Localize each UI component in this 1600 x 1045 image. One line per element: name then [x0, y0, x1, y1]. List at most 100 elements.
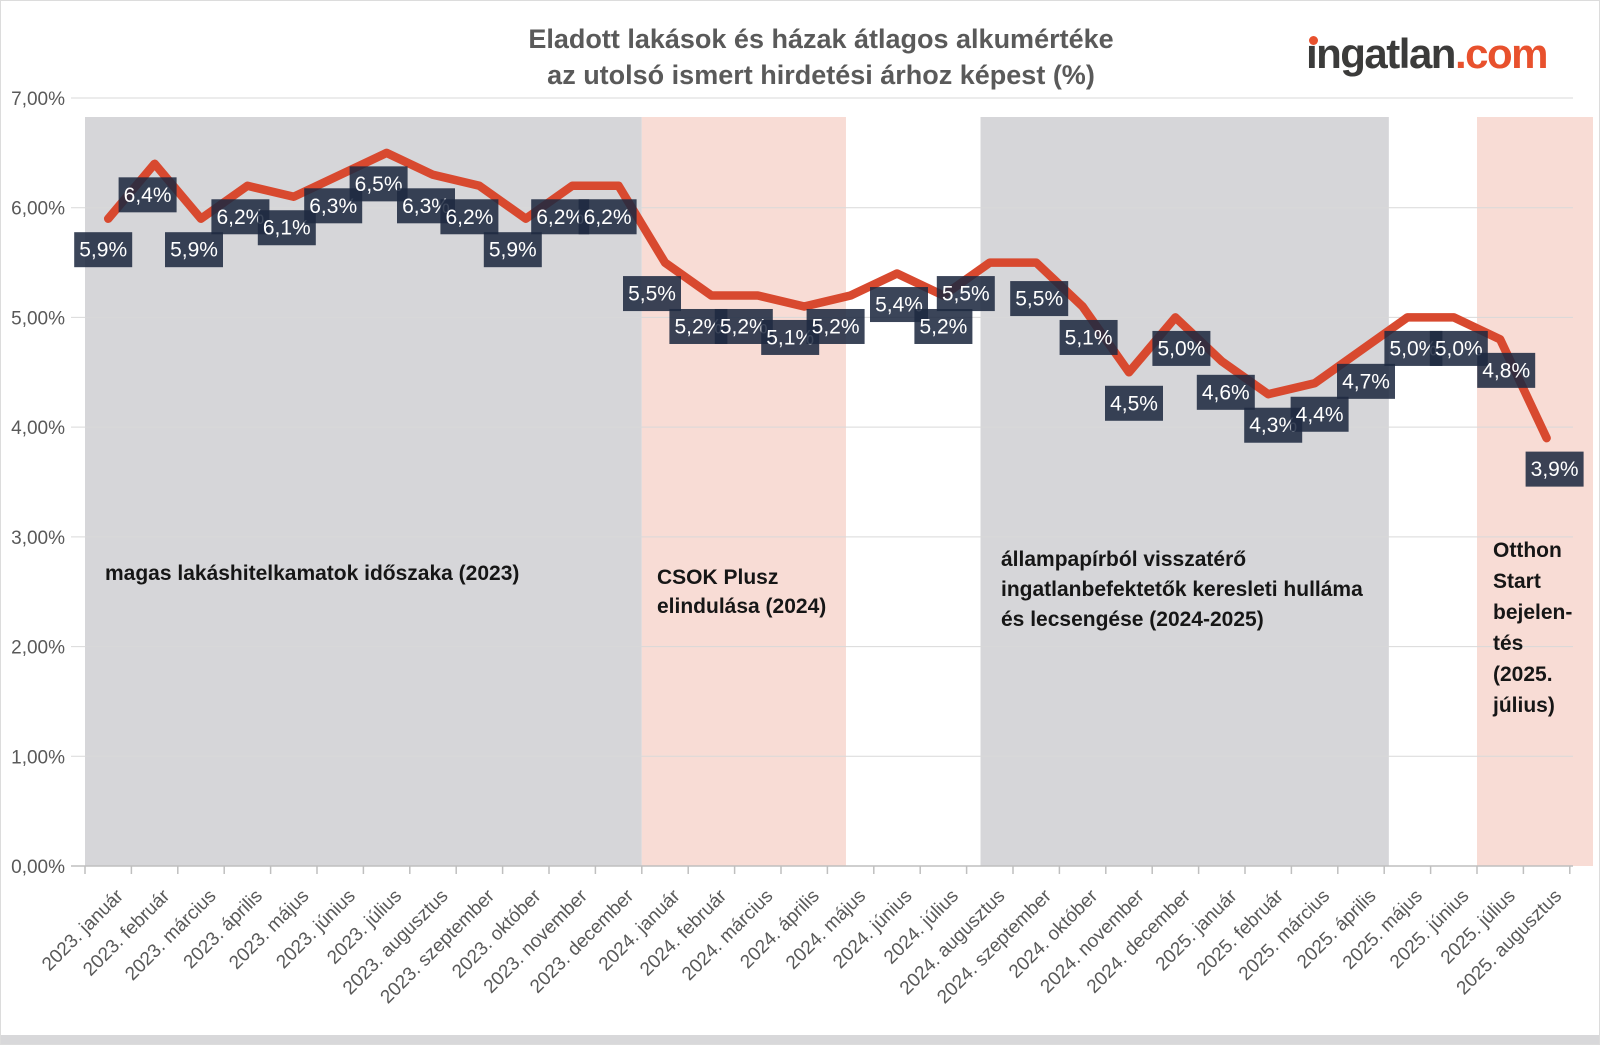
point-label-value: 5,5%: [942, 283, 990, 306]
point-label-value: 4,5%: [1110, 392, 1158, 415]
point-label-box: [1525, 451, 1584, 487]
point-label-value: 6,5%: [355, 173, 403, 196]
point-label-value: 5,9%: [79, 239, 127, 262]
chart-title-line2: az utolsó ismert hirdetési árhoz képest …: [547, 60, 1095, 90]
line-series: [103, 148, 1551, 443]
point-label: 6,4%: [118, 177, 177, 213]
point-label: 5,9%: [165, 232, 223, 268]
highlight-band: [1477, 117, 1593, 866]
point-label-value: 4,3%: [1249, 414, 1297, 437]
point-label-value: 4,8%: [1482, 359, 1530, 382]
axes: [71, 865, 1573, 874]
point-label-box: [936, 276, 995, 312]
point-label-value: 4,7%: [1342, 370, 1390, 393]
point-labels: 5,9%6,4%5,9%6,2%6,1%6,3%6,5%6,3%6,2%5,9%…: [74, 166, 1584, 487]
point-label: 4,5%: [1105, 385, 1163, 421]
point-label: 5,2%: [714, 308, 773, 344]
point-label: 5,2%: [806, 308, 865, 344]
point-label-value: 5,1%: [1065, 326, 1113, 349]
point-label-value: 5,2%: [919, 315, 967, 338]
band-annotation-2023: magas lakáshitelkamatok időszaka (2023): [105, 562, 520, 585]
point-label-value: 5,0%: [1435, 337, 1483, 360]
point-label-box: [1477, 352, 1536, 388]
point-label-value: 5,5%: [1015, 288, 1063, 311]
series-line: [103, 148, 1551, 443]
point-label: 5,0%: [1152, 330, 1211, 366]
point-label: 4,7%: [1337, 363, 1395, 399]
point-label: 6,2%: [440, 199, 499, 235]
logo-accent-text: .com: [1454, 30, 1549, 77]
y-axis-tick-label: 2,00%: [11, 638, 65, 659]
point-label-value: 6,3%: [402, 195, 450, 218]
point-label-value: 6,2%: [584, 206, 632, 229]
point-label-value: 4,6%: [1202, 381, 1250, 404]
y-axis-tick-label: 3,00%: [11, 528, 65, 549]
chart-title-line1: Eladott lakások és házak átlagos alkumér…: [528, 24, 1114, 54]
y-axis-tick-label: 4,00%: [11, 418, 65, 439]
point-label-value: 6,1%: [263, 217, 311, 240]
point-label-box: [1337, 363, 1395, 399]
chart-title: Eladott lakások és házak átlagos alkumér…: [121, 21, 1521, 93]
point-label: 6,2%: [578, 199, 637, 235]
point-label-box: [578, 199, 637, 235]
point-label-value: 5,2%: [720, 315, 768, 338]
logo-red-dot-icon: [1308, 36, 1318, 45]
point-label-box: [74, 232, 133, 268]
bottom-edge-strip: [1, 1035, 1599, 1044]
ingatlan-logo: ıngatlan.com: [1305, 30, 1549, 77]
point-label: 5,1%: [761, 319, 820, 355]
point-label-box: [1152, 330, 1211, 366]
point-label-value: 3,9%: [1531, 458, 1579, 481]
point-label: 5,9%: [483, 232, 542, 268]
highlight-band: [641, 117, 846, 866]
point-label: 4,4%: [1290, 396, 1349, 432]
y-axis-tick-label: 5,00%: [11, 308, 65, 329]
point-label-value: 5,0%: [1157, 337, 1205, 360]
highlight-band: [980, 117, 1389, 866]
point-label-value: 5,5%: [628, 283, 676, 306]
point-label-box: [623, 276, 681, 312]
point-label-value: 6,2%: [216, 206, 264, 229]
y-axis-tick-label: 0,00%: [11, 857, 65, 878]
point-label-value: 5,9%: [170, 239, 218, 262]
y-axis-labels: 0,00% 1,00% 2,00% 3,00% 4,00% 5,00% 6,00% 7,00%: [11, 89, 65, 878]
point-label-box: [165, 232, 223, 268]
point-label: 4,6%: [1196, 374, 1255, 410]
point-label: 4,8%: [1477, 352, 1536, 388]
point-label-box: [914, 308, 973, 344]
point-label-value: 6,2%: [445, 206, 493, 229]
y-axis-tick-label: 7,00%: [11, 89, 65, 110]
point-label-box: [483, 232, 542, 268]
point-label: 5,5%: [1010, 281, 1069, 317]
point-label-value: 5,4%: [875, 294, 923, 317]
point-label-value: 6,2%: [536, 206, 584, 229]
point-label: 5,5%: [936, 276, 995, 312]
point-label-value: 5,2%: [674, 315, 722, 338]
point-label: 5,5%: [623, 276, 681, 312]
point-label-box: [440, 199, 499, 235]
logo-dark-text: ıngatlan: [1305, 30, 1457, 77]
point-label-box: [1196, 374, 1255, 410]
point-label-value: 6,4%: [124, 184, 172, 207]
point-label: 5,9%: [74, 232, 133, 268]
point-label-box: [1290, 396, 1349, 432]
y-axis-tick-label: 6,00%: [11, 199, 65, 220]
point-label-box: [1105, 385, 1163, 421]
band-annotation-csok-plusz: CSOK Plusz elindulása (2024): [657, 566, 827, 618]
point-label-value: 5,0%: [1389, 337, 1437, 360]
point-label-value: 5,2%: [812, 315, 860, 338]
band-annotation-allampapir: állampapírból visszatérő ingatlanbefekte…: [1001, 548, 1363, 631]
point-label-box: [1010, 281, 1069, 317]
point-label: 3,9%: [1525, 451, 1584, 487]
point-label-value: 5,9%: [489, 239, 537, 262]
point-label: 5,1%: [1059, 319, 1118, 355]
point-label-box: [1059, 319, 1118, 355]
y-axis-tick-label: 1,00%: [11, 747, 65, 768]
point-label-value: 4,4%: [1296, 403, 1344, 426]
point-label-value: 6,3%: [309, 195, 357, 218]
point-label: 5,0%: [1384, 330, 1443, 366]
point-label: 5,2%: [914, 308, 973, 344]
